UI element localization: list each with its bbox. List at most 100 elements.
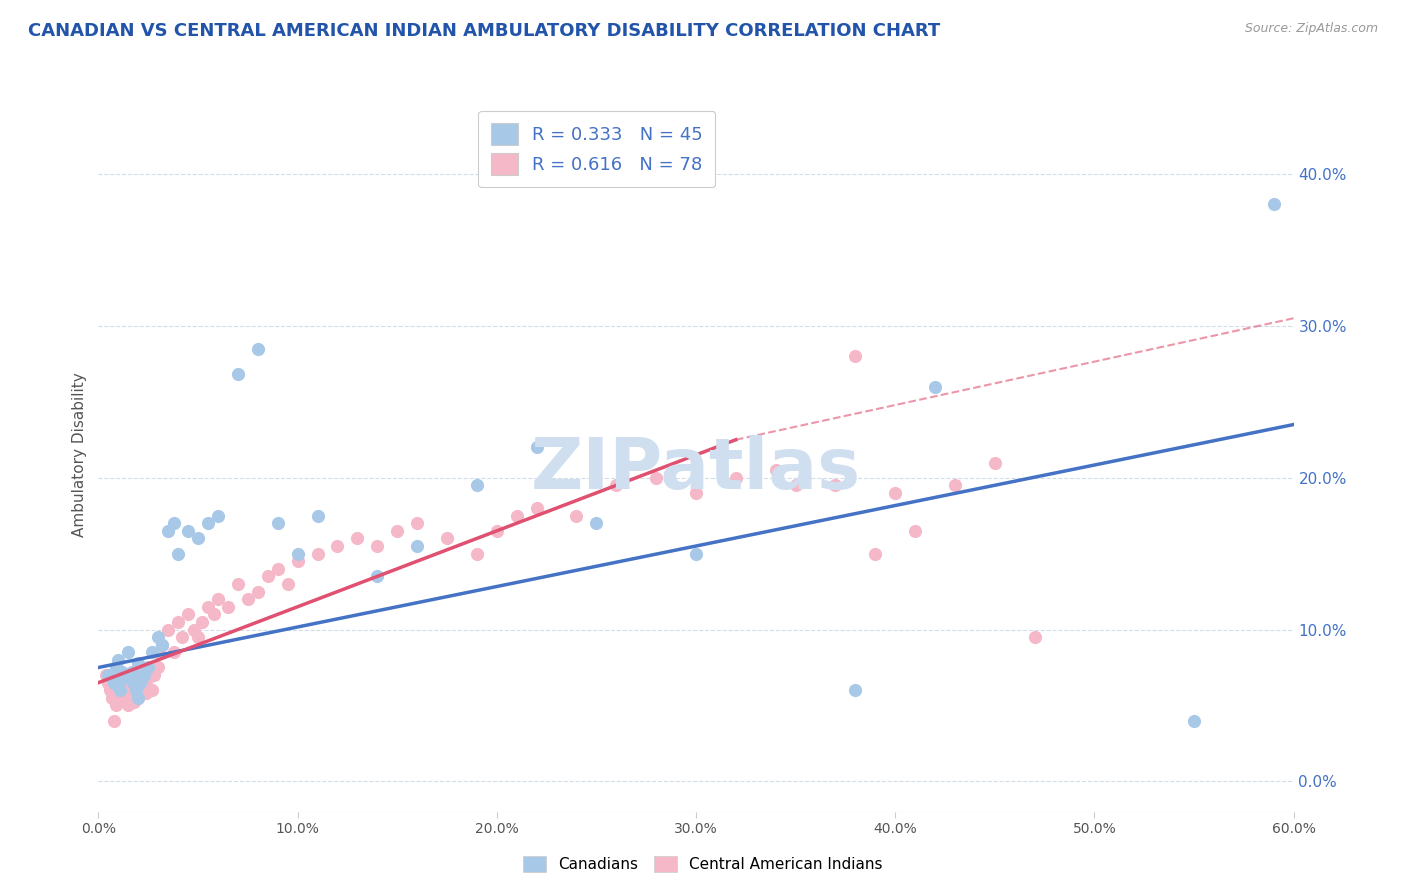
Point xyxy=(117,668,139,682)
Point xyxy=(107,690,129,705)
Point xyxy=(436,532,458,546)
Point xyxy=(685,486,707,500)
Point xyxy=(406,539,429,553)
Point xyxy=(139,665,162,679)
Point xyxy=(526,501,548,516)
Point xyxy=(366,569,388,583)
Point xyxy=(1263,197,1285,211)
Point xyxy=(129,675,152,690)
Point xyxy=(526,440,548,454)
Point xyxy=(246,342,269,356)
Point xyxy=(120,671,142,685)
Point xyxy=(884,486,907,500)
Text: CANADIAN VS CENTRAL AMERICAN INDIAN AMBULATORY DISABILITY CORRELATION CHART: CANADIAN VS CENTRAL AMERICAN INDIAN AMBU… xyxy=(28,22,941,40)
Point xyxy=(157,524,180,538)
Point xyxy=(207,592,229,607)
Point xyxy=(107,653,129,667)
Point xyxy=(107,675,129,690)
Point xyxy=(115,690,138,705)
Point xyxy=(97,675,120,690)
Point xyxy=(187,630,209,644)
Point xyxy=(685,547,707,561)
Point xyxy=(366,539,388,553)
Point xyxy=(134,683,156,698)
Point xyxy=(785,478,807,492)
Point xyxy=(110,690,132,705)
Point xyxy=(105,675,128,690)
Legend: Canadians, Central American Indians: Canadians, Central American Indians xyxy=(516,848,890,880)
Point xyxy=(163,645,186,659)
Point xyxy=(287,554,309,568)
Point xyxy=(111,665,134,679)
Point xyxy=(984,456,1007,470)
Point xyxy=(121,686,143,700)
Y-axis label: Ambulatory Disability: Ambulatory Disability xyxy=(72,373,87,537)
Point xyxy=(107,683,129,698)
Point xyxy=(125,683,148,698)
Point xyxy=(226,577,249,591)
Point xyxy=(136,660,159,674)
Point xyxy=(141,683,163,698)
Point xyxy=(148,660,170,674)
Point xyxy=(565,508,588,523)
Point xyxy=(115,668,138,682)
Point xyxy=(187,532,209,546)
Point xyxy=(157,623,180,637)
Point xyxy=(124,695,146,709)
Point xyxy=(256,569,278,583)
Point xyxy=(135,686,157,700)
Point xyxy=(724,471,747,485)
Point xyxy=(191,615,214,629)
Point xyxy=(136,671,159,685)
Point xyxy=(150,638,173,652)
Point xyxy=(307,508,329,523)
Point xyxy=(197,599,219,614)
Point xyxy=(226,368,249,382)
Point xyxy=(267,516,290,531)
Point xyxy=(167,547,190,561)
Point xyxy=(117,698,139,713)
Point xyxy=(124,677,146,691)
Point xyxy=(125,683,148,698)
Point xyxy=(197,516,219,531)
Point xyxy=(506,508,529,523)
Point xyxy=(148,645,170,659)
Point xyxy=(111,683,134,698)
Point xyxy=(101,690,124,705)
Point xyxy=(246,584,269,599)
Point xyxy=(121,665,143,679)
Point xyxy=(172,630,194,644)
Point xyxy=(112,671,135,685)
Point xyxy=(207,508,229,523)
Point xyxy=(585,516,607,531)
Point xyxy=(844,349,866,363)
Point xyxy=(307,547,329,561)
Point xyxy=(167,615,190,629)
Point xyxy=(277,577,299,591)
Point xyxy=(143,668,166,682)
Point xyxy=(127,665,149,679)
Point xyxy=(406,516,429,531)
Point xyxy=(1024,630,1046,644)
Point xyxy=(346,532,368,546)
Point xyxy=(326,539,349,553)
Point xyxy=(127,656,149,670)
Point xyxy=(112,675,135,690)
Point xyxy=(105,660,128,674)
Point xyxy=(163,516,186,531)
Point xyxy=(127,690,149,705)
Point xyxy=(765,463,787,477)
Point xyxy=(183,623,205,637)
Point xyxy=(148,630,170,644)
Point xyxy=(100,683,122,698)
Point xyxy=(141,645,163,659)
Point xyxy=(465,547,488,561)
Point xyxy=(863,547,887,561)
Point xyxy=(605,478,627,492)
Point xyxy=(465,478,488,492)
Point xyxy=(485,524,508,538)
Point xyxy=(129,675,152,690)
Point xyxy=(177,524,200,538)
Point xyxy=(924,379,946,393)
Point xyxy=(236,592,259,607)
